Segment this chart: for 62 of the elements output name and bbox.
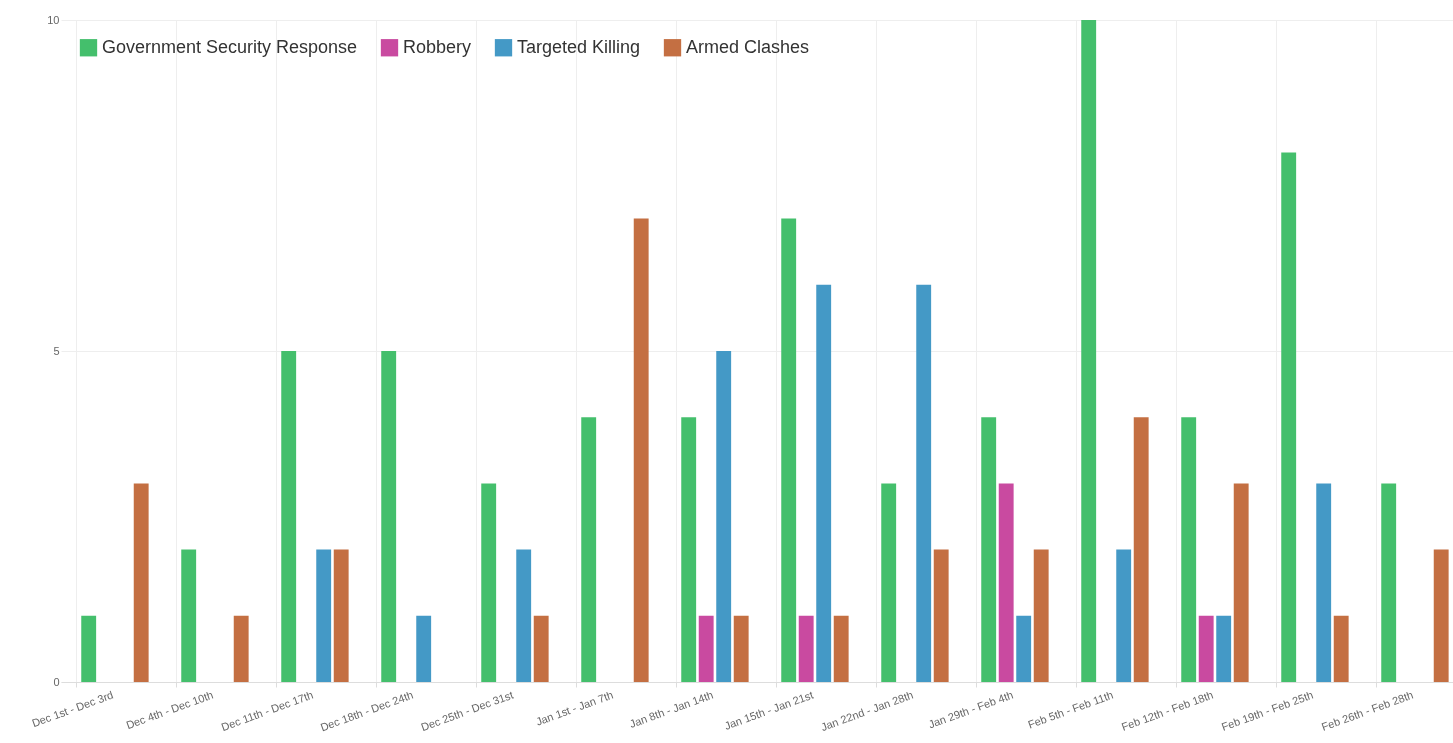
- bar: [716, 351, 732, 682]
- bar: [1081, 20, 1097, 682]
- x-tick-label: Dec 25th - Dec 31st: [419, 688, 515, 734]
- y-tick-label: 5: [53, 344, 60, 357]
- x-tick-label: Dec 11th - Dec 17th: [219, 688, 315, 734]
- bar: [633, 218, 649, 682]
- bar: [1316, 483, 1332, 682]
- bar: [1116, 549, 1132, 682]
- x-tick-label: Jan 15th - Jan 21st: [722, 688, 815, 732]
- bar: [581, 417, 597, 682]
- bar: [1198, 615, 1214, 682]
- x-tick-label: Jan 8th - Jan 14th: [627, 688, 715, 730]
- bar: [981, 417, 997, 682]
- bar: [816, 284, 832, 682]
- y-tick-label: 0: [53, 675, 60, 688]
- bar: [133, 483, 149, 682]
- x-tick-label: Feb 5th - Feb 11th: [1026, 688, 1115, 731]
- x-tick-label: Jan 22nd - Jan 28th: [819, 688, 915, 734]
- bar: [881, 483, 897, 682]
- x-tick-label: Dec 4th - Dec 10th: [124, 688, 215, 732]
- x-tick-label: Jan 1st - Jan 7th: [534, 688, 615, 728]
- bar: [781, 218, 797, 682]
- legend-label: Armed Clashes: [686, 36, 810, 57]
- legend-label: Robbery: [403, 36, 472, 57]
- bar: [698, 615, 714, 682]
- y-tick-label: 10: [47, 13, 60, 26]
- x-tick-label: Jan 29th - Feb 4th: [926, 688, 1015, 731]
- bar: [1233, 483, 1249, 682]
- x-tick-label: Feb 19th - Feb 25th: [1219, 688, 1315, 733]
- bar: [333, 549, 349, 682]
- bar: [81, 615, 97, 682]
- bar: [416, 615, 432, 682]
- bar: [1181, 417, 1197, 682]
- bar: [1033, 549, 1049, 682]
- bar: [998, 483, 1014, 682]
- bar: [798, 615, 814, 682]
- legend-label: Government Security Response: [102, 36, 358, 57]
- x-tick-label: Dec 18th - Dec 24th: [318, 688, 415, 734]
- legend-label: Targeted Killing: [517, 36, 641, 57]
- bar: [381, 351, 397, 682]
- bar: [1281, 152, 1297, 682]
- bar: [1016, 615, 1032, 682]
- x-tick-label: Dec 1st - Dec 3rd: [30, 688, 115, 730]
- bar: [933, 549, 949, 682]
- x-tick-label: Feb 12th - Feb 18th: [1119, 688, 1215, 733]
- bar: [281, 351, 297, 682]
- bar: [233, 615, 249, 682]
- bar: [733, 615, 749, 682]
- bar: [681, 417, 697, 682]
- bar: [1333, 615, 1349, 682]
- bar: [481, 483, 497, 682]
- bar: [316, 549, 332, 682]
- bar: [533, 615, 549, 682]
- bar: [516, 549, 532, 682]
- bar: [916, 284, 932, 682]
- bar: [1433, 549, 1449, 682]
- bar: [833, 615, 849, 682]
- bar: [1381, 483, 1397, 682]
- x-tick-label: Feb 26th - Feb 28th: [1319, 688, 1415, 733]
- bar: [1216, 615, 1232, 682]
- bar: [1133, 417, 1149, 682]
- bar: [181, 549, 197, 682]
